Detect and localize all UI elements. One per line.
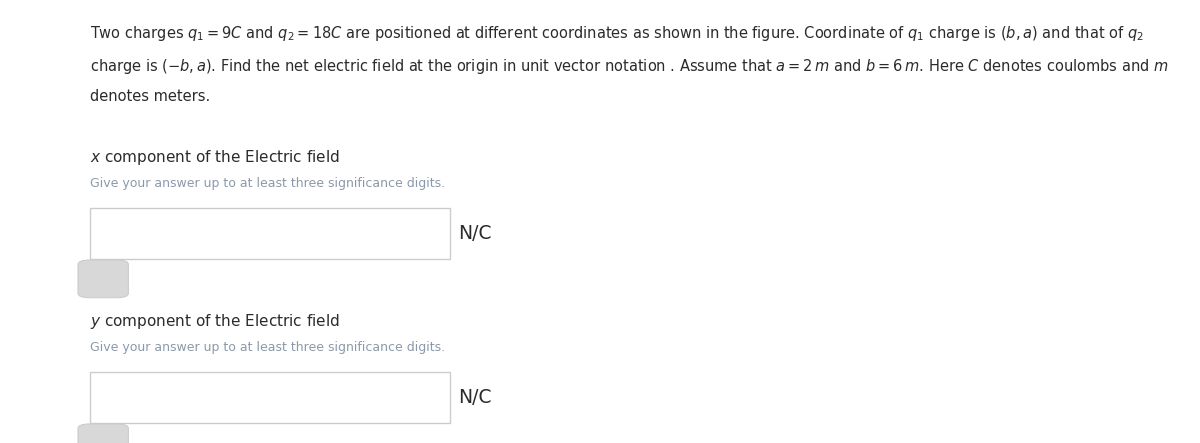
FancyBboxPatch shape (90, 208, 450, 259)
Text: $y$ component of the Electric field: $y$ component of the Electric field (90, 312, 340, 331)
FancyBboxPatch shape (78, 424, 128, 443)
Text: N/C: N/C (458, 388, 492, 407)
Text: charge is $(-b, a)$. Find the net electric field at the origin in unit vector no: charge is $(-b, a)$. Find the net electr… (90, 57, 1169, 76)
Text: Two charges $q_1 = 9\mathit{C}$ and $q_2 = 18\mathit{C}$ are positioned at diffe: Two charges $q_1 = 9\mathit{C}$ and $q_2… (90, 24, 1144, 43)
Text: denotes meters.: denotes meters. (90, 89, 210, 104)
Text: Give your answer up to at least three significance digits.: Give your answer up to at least three si… (90, 177, 445, 190)
Text: $x$ component of the Electric field: $x$ component of the Electric field (90, 148, 340, 167)
FancyBboxPatch shape (78, 260, 128, 298)
Text: Give your answer up to at least three significance digits.: Give your answer up to at least three si… (90, 341, 445, 354)
FancyBboxPatch shape (90, 372, 450, 423)
Text: N/C: N/C (458, 224, 492, 243)
